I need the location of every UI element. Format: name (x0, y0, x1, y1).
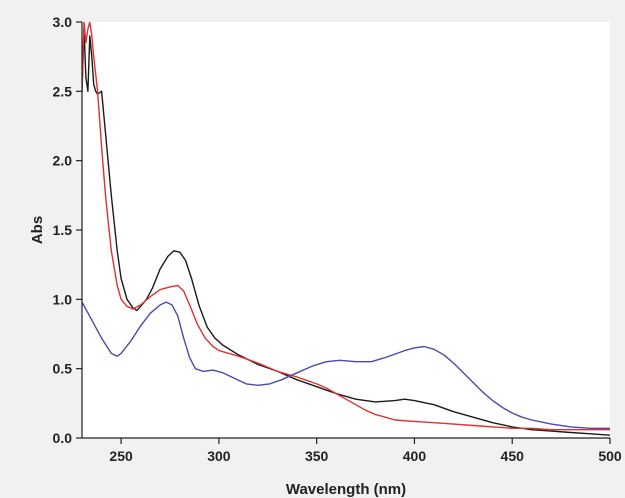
x-tick-label: 250 (109, 448, 133, 464)
x-axis-title: Wavelength (nm) (286, 481, 406, 498)
series-layer (82, 22, 610, 436)
x-tick-label: 300 (207, 448, 231, 464)
y-tick-label: 0.0 (53, 430, 73, 446)
y-axis-title: Abs (29, 216, 46, 244)
x-tick-label: 400 (403, 448, 427, 464)
x-tick-label: 450 (501, 448, 525, 464)
x-tick-label: 500 (598, 448, 622, 464)
y-tick-label: 0.5 (53, 361, 73, 377)
series-line-3 (82, 301, 610, 429)
y-tick-label: 2.0 (53, 153, 73, 169)
y-tick-label: 3.0 (53, 14, 73, 30)
x-tick-label: 350 (305, 448, 329, 464)
y-tick-label: 1.5 (53, 222, 73, 238)
y-tick-label: 1.0 (53, 291, 73, 307)
series-line-1 (82, 28, 610, 436)
plot-area (82, 22, 610, 438)
series-line-2 (82, 22, 610, 431)
axis-layer: 0.0 0.5 1.0 1.5 2.0 2.5 3.0 250 300 350 400 450 500 (53, 14, 622, 464)
y-tick-label: 2.5 (53, 83, 73, 99)
